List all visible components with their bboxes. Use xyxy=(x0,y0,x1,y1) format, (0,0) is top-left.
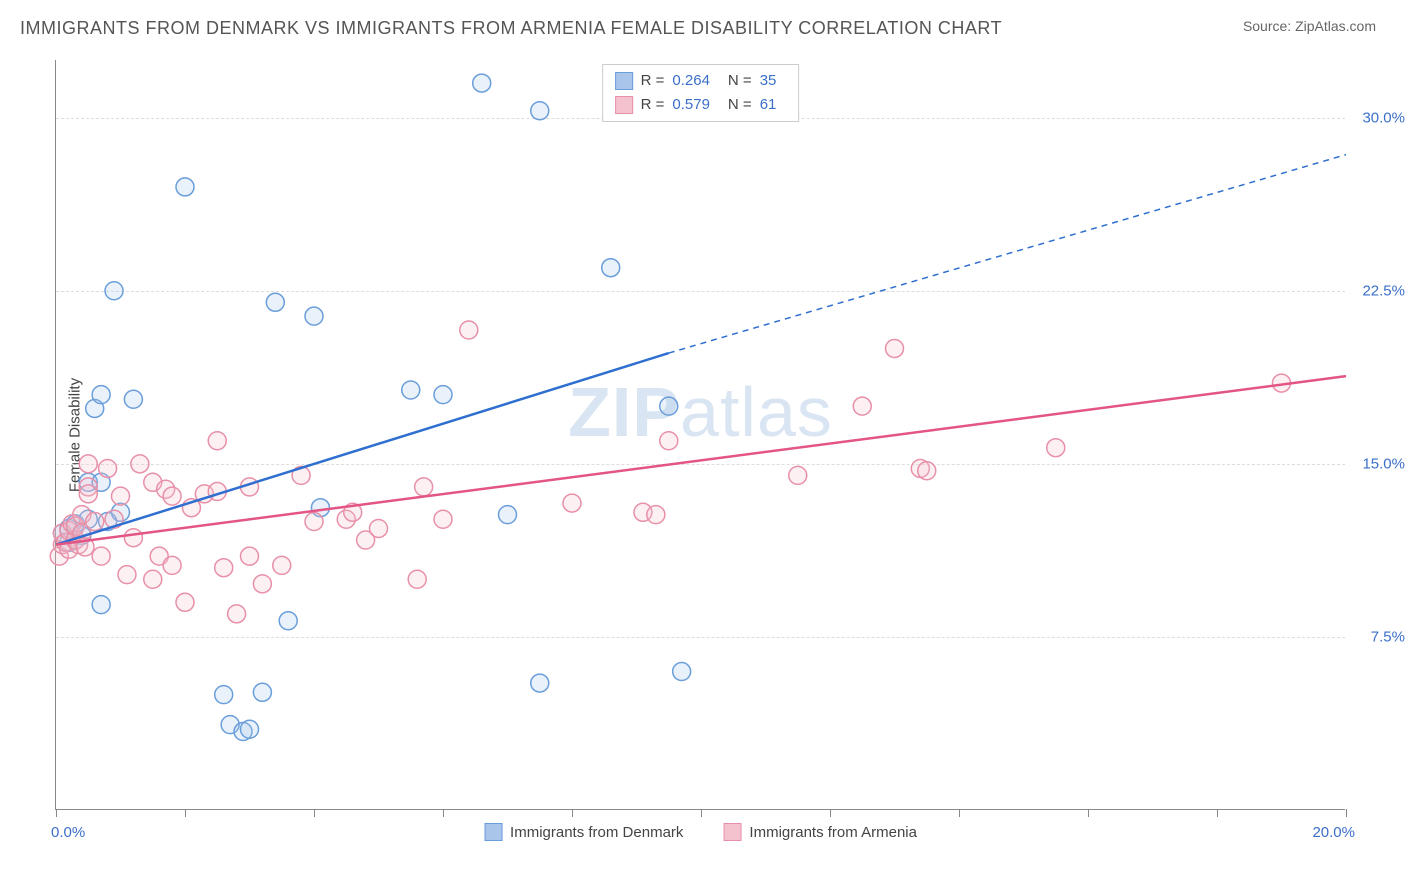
legend-label: Immigrants from Armenia xyxy=(749,824,917,841)
chart-title: IMMIGRANTS FROM DENMARK VS IMMIGRANTS FR… xyxy=(20,18,1002,39)
data-point xyxy=(660,397,678,415)
data-point xyxy=(279,612,297,630)
data-point xyxy=(99,459,117,477)
data-point xyxy=(92,547,110,565)
data-point xyxy=(460,321,478,339)
source-label: Source: ZipAtlas.com xyxy=(1243,18,1376,34)
chart-area: Female Disability 7.5%15.0%22.5%30.0% ZI… xyxy=(55,60,1345,810)
stats-legend-row: R = 0.264N = 35 xyxy=(615,69,787,93)
data-point xyxy=(241,720,259,738)
data-point xyxy=(434,386,452,404)
data-point xyxy=(118,566,136,584)
data-point xyxy=(124,390,142,408)
data-point xyxy=(918,462,936,480)
x-tick xyxy=(959,809,960,817)
data-point xyxy=(208,432,226,450)
x-tick-label: 0.0% xyxy=(51,824,85,841)
x-tick xyxy=(1088,809,1089,817)
trend-line xyxy=(56,353,669,545)
data-point xyxy=(163,487,181,505)
data-point xyxy=(253,683,271,701)
legend-item: Immigrants from Armenia xyxy=(723,823,917,841)
data-point xyxy=(531,102,549,120)
y-tick-label: 15.0% xyxy=(1362,455,1405,472)
y-tick-label: 30.0% xyxy=(1362,109,1405,126)
data-point xyxy=(370,519,388,537)
trend-line xyxy=(56,376,1346,544)
data-point xyxy=(415,478,433,496)
x-tick xyxy=(443,809,444,817)
legend-swatch xyxy=(615,96,633,114)
data-point xyxy=(131,455,149,473)
legend-swatch xyxy=(484,823,502,841)
data-point xyxy=(124,529,142,547)
data-point xyxy=(602,259,620,277)
data-point xyxy=(215,559,233,577)
data-point xyxy=(1047,439,1065,457)
data-point xyxy=(402,381,420,399)
data-point xyxy=(673,663,691,681)
data-point xyxy=(176,593,194,611)
data-point xyxy=(253,575,271,593)
data-point xyxy=(176,178,194,196)
data-point xyxy=(79,485,97,503)
data-point xyxy=(305,513,323,531)
legend-item: Immigrants from Denmark xyxy=(484,823,683,841)
x-tick xyxy=(1346,809,1347,817)
stats-legend-row: R = 0.579N = 61 xyxy=(615,93,787,117)
x-tick xyxy=(56,809,57,817)
trend-line-extrapolated xyxy=(669,155,1346,353)
data-point xyxy=(92,386,110,404)
data-point xyxy=(886,339,904,357)
y-tick-label: 7.5% xyxy=(1371,628,1405,645)
data-point xyxy=(79,455,97,473)
legend-label: Immigrants from Denmark xyxy=(510,824,683,841)
legend-swatch xyxy=(723,823,741,841)
x-tick xyxy=(314,809,315,817)
data-point xyxy=(499,506,517,524)
x-tick xyxy=(1217,809,1218,817)
data-point xyxy=(647,506,665,524)
data-point xyxy=(660,432,678,450)
x-tick xyxy=(830,809,831,817)
data-point xyxy=(408,570,426,588)
data-point xyxy=(112,487,130,505)
x-tick xyxy=(572,809,573,817)
data-point xyxy=(86,513,104,531)
legend-swatch xyxy=(615,72,633,90)
y-tick-label: 22.5% xyxy=(1362,282,1405,299)
data-point xyxy=(273,556,291,574)
x-tick-label: 20.0% xyxy=(1312,824,1355,841)
series-legend: Immigrants from Denmark Immigrants from A… xyxy=(484,823,917,841)
data-point xyxy=(241,547,259,565)
data-point xyxy=(266,293,284,311)
data-point xyxy=(305,307,323,325)
data-point xyxy=(531,674,549,692)
stats-legend: R = 0.264N = 35R = 0.579N = 61 xyxy=(602,64,800,122)
data-point xyxy=(105,282,123,300)
data-point xyxy=(215,686,233,704)
x-tick xyxy=(185,809,186,817)
data-point xyxy=(853,397,871,415)
data-point xyxy=(434,510,452,528)
data-point xyxy=(789,466,807,484)
data-point xyxy=(92,596,110,614)
x-tick xyxy=(701,809,702,817)
data-point xyxy=(228,605,246,623)
data-point xyxy=(144,570,162,588)
data-point xyxy=(473,74,491,92)
scatter-plot xyxy=(56,60,1345,809)
data-point xyxy=(163,556,181,574)
data-point xyxy=(563,494,581,512)
